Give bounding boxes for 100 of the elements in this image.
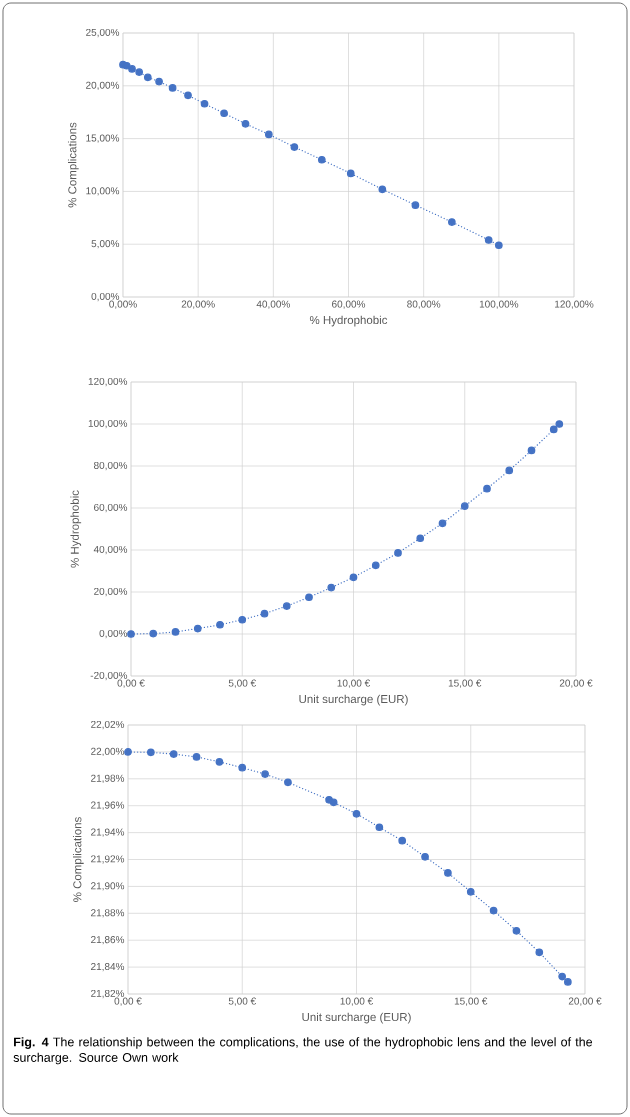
y-tick-label: 25,00% <box>86 28 120 38</box>
point <box>124 748 132 756</box>
point <box>484 236 493 244</box>
point <box>483 484 491 493</box>
point <box>494 241 503 250</box>
point <box>460 502 469 510</box>
y-tick-label: 100,00% <box>88 419 128 429</box>
point <box>264 130 273 139</box>
point <box>564 978 572 986</box>
point <box>200 99 209 108</box>
point <box>171 628 180 636</box>
point <box>438 519 447 528</box>
point <box>444 869 452 877</box>
point <box>284 778 292 787</box>
y-tick-label: 21,96% <box>91 801 125 810</box>
point <box>290 143 299 151</box>
point <box>192 753 201 761</box>
x-tick-label: 40,00% <box>256 300 290 309</box>
y-axis-title: % Complications <box>72 817 84 902</box>
point <box>193 624 202 633</box>
point <box>466 887 475 896</box>
y-tick-label: 20,00% <box>94 587 128 597</box>
point <box>346 169 355 178</box>
point <box>505 466 514 475</box>
point <box>216 620 224 629</box>
point <box>416 534 425 543</box>
point <box>549 425 558 434</box>
x-tick-label: 0,00 € <box>114 997 142 1006</box>
y-tick-label: 22,02% <box>91 720 125 730</box>
point <box>220 109 228 118</box>
point <box>555 420 564 428</box>
point <box>378 185 387 194</box>
point <box>155 77 163 86</box>
x-tick-label: 80,00% <box>407 300 441 309</box>
y-axis-title: % Hydrophobic <box>70 490 82 568</box>
x-tick-label: 0,00 € <box>117 679 145 688</box>
x-tick-label: 20,00 € <box>568 997 602 1006</box>
point <box>149 629 158 638</box>
x-axis-title: Unit surcharge (EUR) <box>302 1012 411 1024</box>
point <box>398 836 407 845</box>
point <box>135 68 144 76</box>
x-tick-label: 20,00 € <box>559 679 593 688</box>
y-tick-label: 120,00% <box>88 377 128 387</box>
point <box>489 906 498 915</box>
y-tick-label: 21,92% <box>91 855 125 864</box>
x-tick-label: 0,00% <box>109 300 137 309</box>
y-tick-label: 22,00% <box>91 747 125 757</box>
point <box>329 798 338 807</box>
y-tick-label: 5,00% <box>91 240 120 249</box>
x-tick-label: 15,00 € <box>454 997 488 1006</box>
point <box>375 823 384 832</box>
y-tick-label: 21,86% <box>91 936 125 945</box>
point <box>448 218 456 226</box>
point <box>282 602 291 610</box>
point <box>128 65 136 73</box>
point <box>349 573 358 582</box>
y-tick-label: 21,88% <box>91 909 125 918</box>
y-tick-label: 21,90% <box>91 882 125 891</box>
point <box>122 61 131 70</box>
x-tick-label: 60,00% <box>332 300 366 309</box>
point <box>260 609 269 618</box>
y-tick-label: 21,94% <box>91 828 125 837</box>
x-axis-title: % Hydrophobic <box>309 315 388 327</box>
point <box>127 630 135 638</box>
point <box>527 446 536 455</box>
y-tick-label: 0,00% <box>99 629 128 639</box>
y-tick-label: 60,00% <box>94 503 128 513</box>
point <box>143 73 152 82</box>
y-tick-label: 40,00% <box>93 545 128 555</box>
x-tick-label: 15,00 € <box>448 679 482 688</box>
point <box>147 748 155 757</box>
text: Fig. 4 The relationship between the complications, the use of the hydrophobic lens and the level of the surcharge. Source Own work <box>13 1037 593 1065</box>
x-tick-label: 20,00% <box>181 300 215 309</box>
y-tick-label: 21,84% <box>91 962 125 972</box>
x-tick-label: 10,00 € <box>340 997 374 1006</box>
y-tick-label: 10,00% <box>86 187 120 196</box>
x-tick-label: 10,00 € <box>337 679 371 688</box>
point <box>371 561 380 570</box>
point <box>261 770 269 778</box>
y-tick-label: 21,98% <box>91 774 125 783</box>
point <box>215 758 224 766</box>
point <box>327 583 336 592</box>
point <box>238 763 247 772</box>
point <box>169 750 178 758</box>
y-tick-label: 15,00% <box>86 134 120 143</box>
x-axis-title: Unit surcharge (EUR) <box>299 694 408 706</box>
point <box>421 852 429 861</box>
y-tick-label: 20,00% <box>86 81 120 90</box>
point <box>394 549 402 557</box>
x-tick-label: 5,00 € <box>228 679 257 688</box>
point <box>184 91 192 100</box>
point <box>352 809 361 818</box>
y-axis-title: % Complications <box>67 122 79 208</box>
point <box>241 119 250 128</box>
point <box>317 155 326 164</box>
point <box>535 948 544 957</box>
y-tick-label: 80,00% <box>93 461 128 471</box>
point <box>305 593 313 602</box>
x-tick-label: 5,00 € <box>228 997 256 1006</box>
x-tick-label: 100,00% <box>479 300 519 309</box>
